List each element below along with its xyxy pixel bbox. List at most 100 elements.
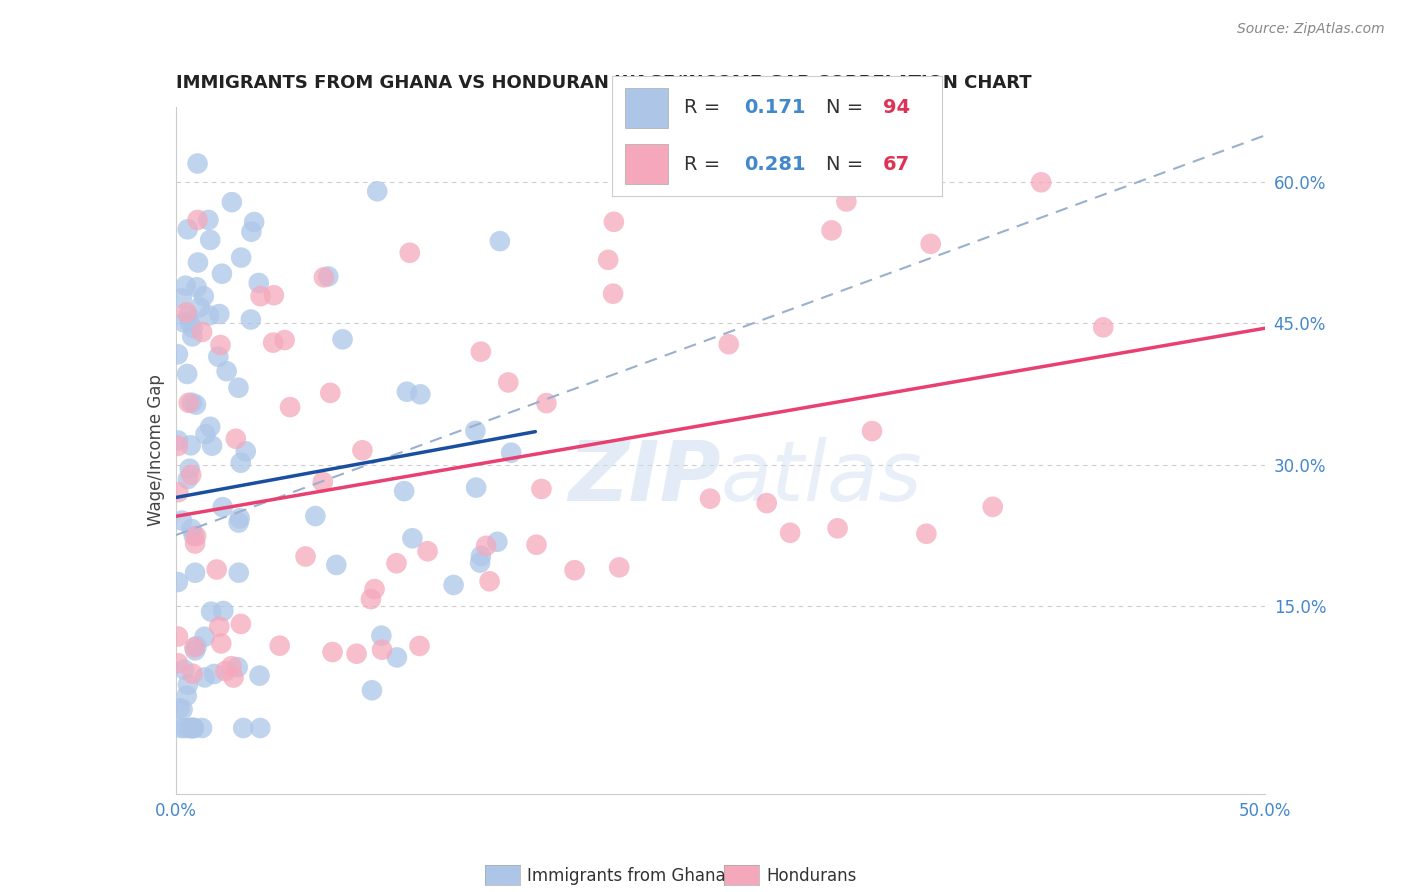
- Point: [167, 630, 190, 644]
- Point: [470, 549, 492, 563]
- Point: [214, 664, 236, 678]
- Text: Source: ZipAtlas.com: Source: ZipAtlas.com: [1237, 22, 1385, 37]
- Point: [191, 325, 214, 339]
- Point: [176, 305, 198, 319]
- Point: [278, 400, 301, 414]
- Point: [200, 233, 222, 247]
- Point: [180, 522, 202, 536]
- Point: [177, 396, 200, 410]
- Point: [464, 424, 486, 438]
- Point: [184, 536, 207, 550]
- Point: [501, 446, 523, 460]
- Point: [392, 484, 415, 499]
- Point: [173, 721, 195, 735]
- Point: [498, 376, 520, 390]
- Point: [198, 309, 221, 323]
- Point: [186, 156, 209, 170]
- Point: [269, 639, 291, 653]
- Text: Immigrants from Ghana: Immigrants from Ghana: [527, 867, 725, 885]
- Point: [170, 291, 193, 305]
- Point: [180, 467, 202, 482]
- Point: [194, 630, 217, 644]
- Point: [273, 333, 295, 347]
- Point: [183, 721, 205, 735]
- Point: [398, 245, 420, 260]
- Point: [177, 309, 200, 323]
- Point: [304, 509, 326, 524]
- Point: [200, 605, 222, 619]
- Point: [363, 582, 385, 596]
- Point: [167, 657, 190, 671]
- Point: [183, 721, 205, 735]
- Text: R =: R =: [685, 155, 727, 174]
- Point: [186, 280, 208, 294]
- Point: [385, 556, 408, 570]
- Point: [194, 427, 217, 442]
- Point: [1031, 175, 1053, 189]
- Point: [215, 364, 238, 378]
- Point: [172, 702, 194, 716]
- Point: [827, 521, 849, 535]
- Point: [395, 384, 418, 399]
- Point: [180, 438, 202, 452]
- Point: [179, 721, 201, 735]
- Point: [249, 668, 271, 682]
- Point: [176, 689, 198, 703]
- Point: [240, 225, 263, 239]
- Point: [361, 683, 384, 698]
- Point: [179, 461, 201, 475]
- Point: [465, 481, 488, 495]
- Point: [717, 337, 740, 351]
- Point: [346, 647, 368, 661]
- Point: [915, 526, 938, 541]
- Point: [201, 439, 224, 453]
- Point: [319, 385, 342, 400]
- Point: [239, 312, 262, 326]
- Point: [169, 701, 191, 715]
- Point: [173, 663, 195, 677]
- Point: [188, 301, 211, 315]
- Point: [228, 566, 250, 580]
- Point: [183, 640, 205, 655]
- Point: [352, 443, 374, 458]
- Point: [183, 529, 205, 543]
- Point: [177, 678, 200, 692]
- Point: [222, 671, 245, 685]
- Point: [208, 307, 231, 321]
- Point: [249, 721, 271, 735]
- Point: [209, 338, 232, 352]
- Point: [167, 575, 190, 590]
- Point: [170, 514, 193, 528]
- Point: [526, 538, 548, 552]
- Point: [212, 604, 235, 618]
- Point: [243, 215, 266, 229]
- Point: [193, 289, 215, 303]
- Point: [186, 213, 209, 227]
- Point: [602, 286, 624, 301]
- Point: [225, 432, 247, 446]
- Point: [371, 642, 394, 657]
- Point: [536, 396, 558, 410]
- Point: [607, 560, 630, 574]
- Point: [174, 278, 197, 293]
- Text: atlas: atlas: [721, 437, 922, 518]
- Point: [470, 344, 492, 359]
- Point: [294, 549, 316, 564]
- Point: [179, 721, 201, 735]
- Point: [401, 531, 423, 545]
- Point: [325, 558, 347, 572]
- Point: [183, 721, 205, 735]
- Text: 0.281: 0.281: [744, 155, 806, 174]
- Point: [312, 475, 335, 489]
- Point: [1092, 320, 1115, 334]
- Point: [232, 721, 254, 735]
- FancyBboxPatch shape: [624, 145, 668, 185]
- Point: [247, 276, 270, 290]
- Point: [194, 670, 217, 684]
- Point: [191, 721, 214, 735]
- Point: [468, 556, 491, 570]
- Point: [184, 529, 207, 543]
- Point: [184, 398, 207, 412]
- Point: [385, 650, 408, 665]
- Point: [489, 234, 512, 248]
